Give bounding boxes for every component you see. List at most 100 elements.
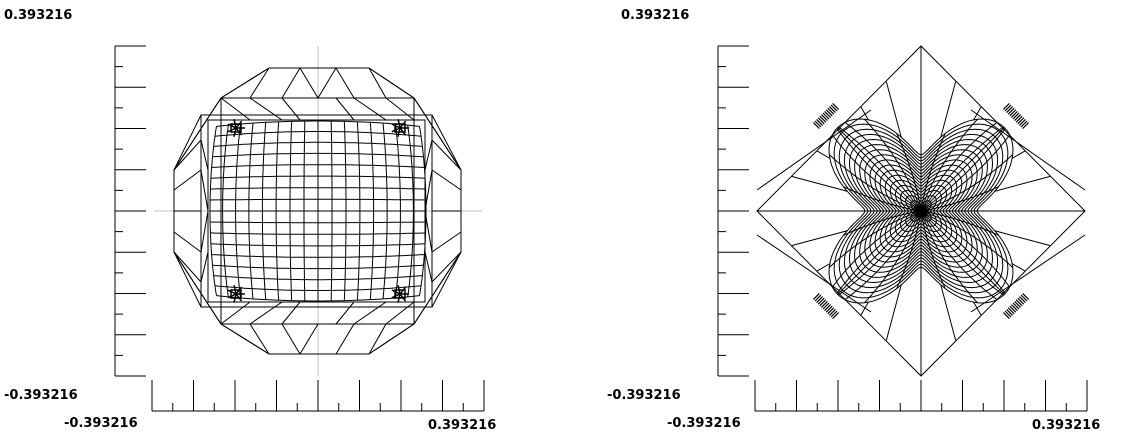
grid-line-horizontal (210, 243, 426, 247)
outer-connector (756, 109, 872, 191)
radial-spoke (896, 133, 922, 212)
grid-line-horizontal (216, 295, 420, 302)
grid-line-vertical (330, 121, 333, 301)
radial-spoke (920, 128, 1006, 212)
boundary-triangle-edge (249, 67, 270, 99)
lobe-tip-hatch (1018, 118, 1026, 126)
lobe-tip-hatch (819, 299, 827, 307)
grid-line-horizontal (210, 221, 426, 224)
boundary-triangle-edge (249, 323, 270, 355)
boundary-triangle-edge (413, 251, 462, 325)
corner-refinement-cell (394, 123, 406, 133)
boundary-triangle-edge (173, 139, 202, 171)
lobe-tip-hatch (816, 296, 824, 304)
grid-line-vertical (356, 121, 361, 301)
outer-connector (994, 230, 1051, 247)
lobe-tip-hatch (1015, 115, 1023, 123)
lobe-tip-hatch (1010, 304, 1018, 312)
band-triangle-edge (335, 301, 355, 325)
lobe-tip-hatch (817, 297, 825, 305)
radial-spoke (838, 210, 922, 296)
boundary-triangle-edge (431, 251, 462, 283)
radial-spoke (864, 210, 922, 304)
grid-line-vertical (419, 126, 427, 296)
boundary-triangle-edge (173, 169, 202, 191)
lobe-tip-hatch (820, 114, 828, 122)
band-triangle-edge (353, 301, 387, 325)
corner-refinement-cell (394, 289, 406, 299)
lobe-tip-hatch (825, 109, 833, 117)
radial-spoke (837, 210, 922, 295)
grid-line-horizontal (213, 275, 423, 281)
outer-connector (837, 127, 840, 130)
outer-connector (816, 150, 831, 159)
lobe-tip-hatch (1018, 296, 1026, 304)
outer-connector (837, 292, 840, 295)
lobe-tip-hatch (1009, 305, 1017, 313)
lobe-tip-hatch (1014, 300, 1022, 308)
radial-spoke (843, 186, 922, 212)
corner-refinement-edge (227, 293, 237, 299)
lobe-tip-hatch (827, 307, 835, 315)
band-triangle-edge (385, 97, 415, 121)
radial-spoke (920, 121, 998, 212)
outer-connector (970, 234, 1086, 313)
lobe-tip-hatch (1002, 312, 1010, 320)
left-x-max-label: 0.393216 (428, 418, 497, 433)
lobe-tip-hatch (812, 122, 820, 130)
outer-connector (994, 175, 1051, 192)
right-y-max-label: 0.393216 (621, 8, 690, 23)
radial-spoke (920, 210, 946, 289)
band-triangle-edge (353, 97, 387, 121)
lobe-tip-hatch (824, 304, 832, 312)
boundary-triangle-edge (173, 251, 202, 308)
boundary-triangle-edge (173, 251, 222, 325)
radial-spoke (920, 210, 1004, 296)
lobe-tip-hatch (1010, 110, 1018, 118)
radial-spoke (920, 210, 1006, 294)
lobe-tip-hatch (1022, 292, 1030, 300)
boundary-triangle-edge (281, 323, 301, 355)
lobe-tip-hatch (1015, 299, 1023, 307)
corner-refinement-edge (391, 123, 401, 129)
radial-spoke (844, 210, 922, 301)
lobe-tip-hatch (832, 102, 840, 110)
grid-line-vertical (343, 121, 347, 301)
lobe-tip-hatch (1002, 102, 1010, 110)
outer-connector (885, 284, 902, 341)
lobe-tip-hatch (1017, 117, 1025, 125)
outer-connector (940, 81, 957, 138)
radial-spoke (920, 210, 999, 236)
boundary-triangle-edge (173, 231, 202, 253)
outer-connector (791, 175, 848, 192)
lobe-tip-hatch (828, 106, 836, 114)
inner-boundary (207, 119, 426, 303)
radial-spoke (828, 154, 922, 212)
radial-spoke (920, 210, 978, 304)
boundary-triangle-edge (317, 67, 337, 99)
boundary-triangle-edge (431, 139, 462, 171)
boundary-triangle-edge (431, 169, 462, 191)
left-y-max-label: 0.393216 (4, 8, 73, 23)
boundary-triangle-edge (431, 251, 462, 308)
lobe-tip-hatch (825, 305, 833, 313)
corner-refinement-edge (227, 289, 237, 295)
grid-line-vertical (407, 125, 414, 297)
lobe-tip-hatch (819, 115, 827, 123)
lobe-tip-hatch (812, 292, 820, 300)
outer-connector (973, 301, 982, 316)
boundary-triangle-edge (173, 114, 202, 171)
radial-spoke (831, 210, 922, 288)
band-triangle-edge (220, 301, 251, 325)
band-triangle-edge (249, 97, 283, 121)
lobe-tip-hatch (830, 104, 838, 112)
outer-connector (1002, 127, 1005, 130)
grid-line-vertical (382, 123, 388, 299)
lobe-tip-hatch (820, 300, 828, 308)
radial-spoke (920, 154, 1014, 212)
radial-spoke (920, 210, 1005, 295)
corner-refinement-edge (391, 293, 401, 299)
corner-refinement-edge (391, 289, 401, 295)
radial-spoke (831, 134, 922, 212)
lobe-tip-hatch (827, 107, 835, 115)
